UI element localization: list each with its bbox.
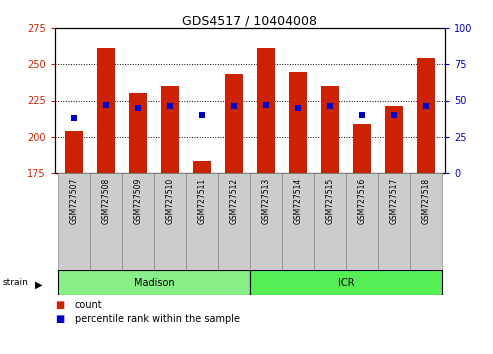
Bar <box>225 74 243 173</box>
Text: GSM727517: GSM727517 <box>389 178 398 224</box>
Bar <box>321 86 339 173</box>
Bar <box>122 173 154 270</box>
Text: strain: strain <box>2 278 28 287</box>
Bar <box>58 173 90 270</box>
Text: count: count <box>75 300 103 310</box>
Bar <box>250 270 442 295</box>
Bar <box>378 173 410 270</box>
Bar <box>314 173 346 270</box>
Bar <box>250 173 282 270</box>
Text: GSM727514: GSM727514 <box>293 178 302 224</box>
Text: ■: ■ <box>55 300 64 310</box>
Bar <box>66 131 83 173</box>
Text: percentile rank within the sample: percentile rank within the sample <box>75 314 240 324</box>
Bar <box>186 173 218 270</box>
Bar <box>346 173 378 270</box>
Bar <box>289 72 307 173</box>
Text: GSM727513: GSM727513 <box>261 178 271 224</box>
Text: ICR: ICR <box>338 278 354 287</box>
Text: GSM727508: GSM727508 <box>102 178 110 224</box>
Bar <box>97 48 115 173</box>
Bar <box>417 58 435 173</box>
Bar <box>58 270 250 295</box>
Bar <box>385 106 403 173</box>
Text: GSM727518: GSM727518 <box>422 178 430 224</box>
Bar <box>218 173 250 270</box>
Text: GSM727510: GSM727510 <box>166 178 175 224</box>
Bar <box>410 173 442 270</box>
Bar <box>154 173 186 270</box>
Text: GSM727515: GSM727515 <box>325 178 334 224</box>
Text: GSM727509: GSM727509 <box>134 178 142 224</box>
Bar <box>90 173 122 270</box>
Text: GSM727516: GSM727516 <box>357 178 366 224</box>
Text: ▶: ▶ <box>35 279 42 289</box>
Text: GSM727512: GSM727512 <box>230 178 239 224</box>
Text: GSM727511: GSM727511 <box>198 178 207 224</box>
Text: GDS4517 / 10404008: GDS4517 / 10404008 <box>182 14 317 27</box>
Bar <box>193 161 211 173</box>
Text: Madison: Madison <box>134 278 175 287</box>
Bar <box>257 48 275 173</box>
Bar <box>161 86 179 173</box>
Text: GSM727507: GSM727507 <box>70 178 79 224</box>
Bar <box>282 173 314 270</box>
Text: ■: ■ <box>55 314 64 324</box>
Bar <box>353 124 371 173</box>
Bar <box>129 93 147 173</box>
